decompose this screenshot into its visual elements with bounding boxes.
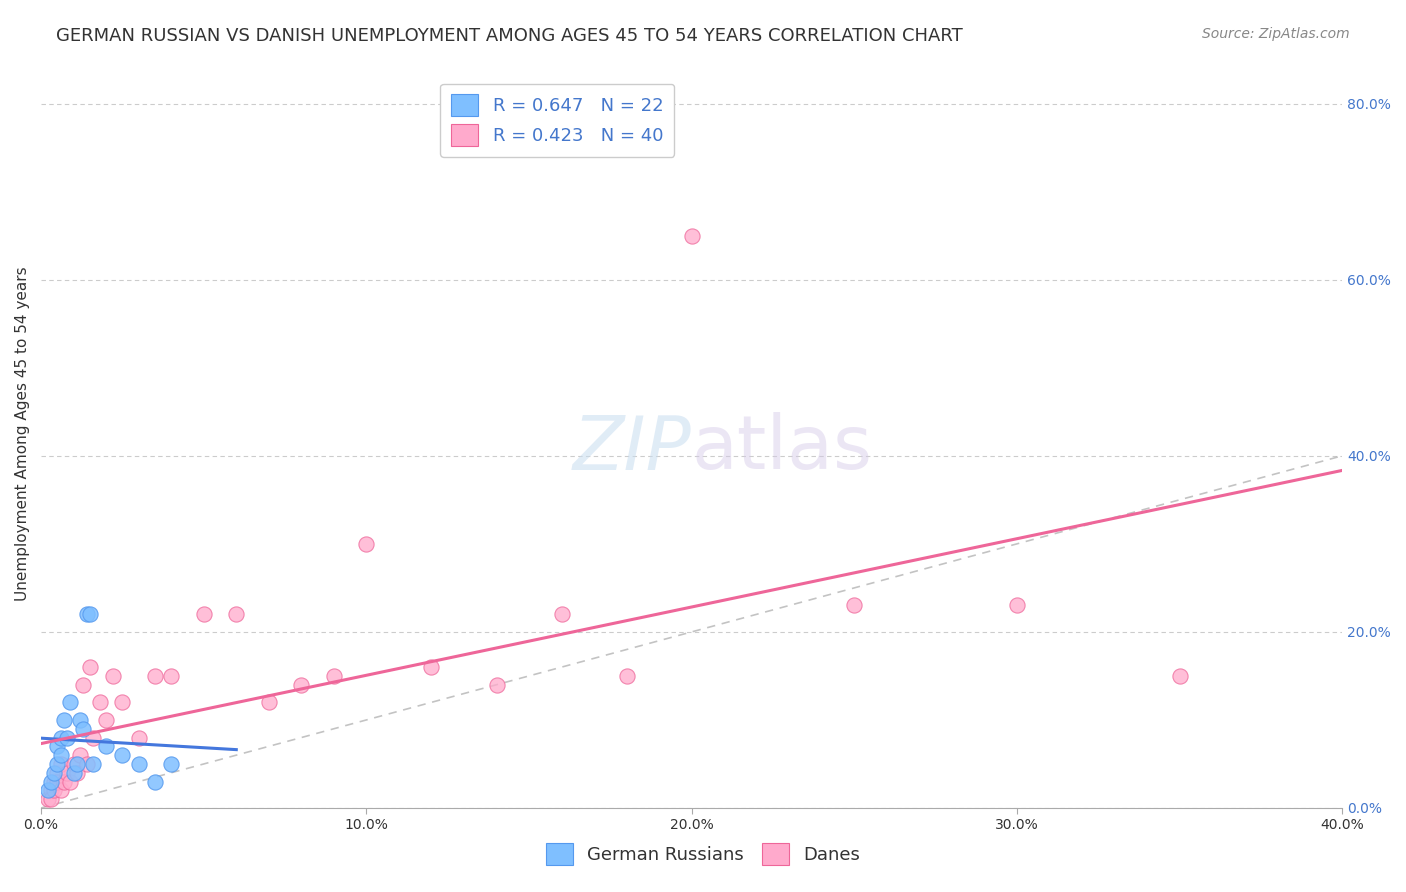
Point [66, 756, 89, 771]
Point [49, 756, 72, 771]
Text: GERMAN RUSSIAN VS DANISH UNEMPLOYMENT AMONG AGES 45 TO 54 YEARS CORRELATION CHAR: GERMAN RUSSIAN VS DANISH UNEMPLOYMENT AM… [56, 27, 963, 45]
Point [59, 774, 82, 789]
Point [42, 774, 65, 789]
Point [52, 774, 75, 789]
Point [49, 783, 72, 797]
Point [52, 713, 75, 727]
Point [82, 756, 104, 771]
Point [550, 607, 572, 622]
Point [62, 765, 84, 780]
Point [72, 678, 94, 692]
Point [72, 722, 94, 736]
Point [485, 678, 508, 692]
Point [39, 783, 62, 797]
Point [1168, 669, 1191, 683]
Point [79, 607, 101, 622]
Text: atlas: atlas [692, 412, 873, 485]
Point [39, 774, 62, 789]
Point [844, 599, 866, 613]
Point [39, 792, 62, 806]
Point [143, 669, 166, 683]
Point [76, 756, 98, 771]
Text: Source: ZipAtlas.com: Source: ZipAtlas.com [1202, 27, 1350, 41]
Point [225, 607, 247, 622]
Point [128, 731, 150, 745]
Legend: R = 0.647   N = 22, R = 0.423   N = 40: R = 0.647 N = 22, R = 0.423 N = 40 [440, 84, 675, 156]
Point [69, 748, 91, 763]
Point [69, 713, 91, 727]
Point [82, 731, 104, 745]
Point [96, 713, 118, 727]
Point [56, 765, 79, 780]
Point [322, 669, 344, 683]
Point [160, 756, 183, 771]
Point [42, 783, 65, 797]
Point [42, 765, 65, 780]
Y-axis label: Unemployment Among Ages 45 to 54 years: Unemployment Among Ages 45 to 54 years [15, 267, 30, 601]
Point [46, 739, 69, 754]
Point [128, 756, 150, 771]
Point [46, 774, 69, 789]
Point [420, 660, 443, 674]
Point [143, 774, 166, 789]
Point [79, 660, 101, 674]
Point [356, 537, 378, 551]
Point [66, 765, 89, 780]
Point [46, 756, 69, 771]
Point [681, 228, 703, 243]
Point [101, 669, 124, 683]
Point [56, 731, 79, 745]
Point [96, 739, 118, 754]
Point [46, 765, 69, 780]
Point [616, 669, 638, 683]
Point [160, 669, 183, 683]
Point [257, 695, 280, 709]
Point [49, 748, 72, 763]
Point [290, 678, 312, 692]
Text: ZIP: ZIP [572, 413, 692, 484]
Point [49, 731, 72, 745]
Point [59, 695, 82, 709]
Point [76, 607, 98, 622]
Legend: German Russians, Danes: German Russians, Danes [537, 834, 869, 874]
Point [193, 607, 215, 622]
Point [37, 783, 59, 797]
Point [1005, 599, 1028, 613]
Point [37, 792, 59, 806]
Point [89, 695, 111, 709]
Point [111, 695, 134, 709]
Point [62, 756, 84, 771]
Point [111, 748, 134, 763]
